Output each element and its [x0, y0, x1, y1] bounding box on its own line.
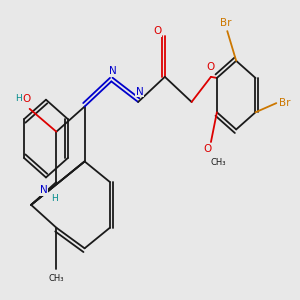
Text: O: O [204, 144, 212, 154]
Text: O: O [22, 94, 31, 104]
Text: N: N [136, 87, 143, 97]
Text: O: O [153, 26, 162, 36]
Text: Br: Br [279, 98, 290, 108]
Text: H: H [15, 94, 22, 103]
Text: CH₃: CH₃ [211, 158, 226, 167]
Text: CH₃: CH₃ [49, 274, 64, 283]
Text: N: N [40, 185, 48, 195]
Text: Br: Br [220, 18, 232, 28]
Text: O: O [207, 62, 215, 72]
Text: N: N [109, 66, 117, 76]
Text: H: H [52, 194, 58, 202]
